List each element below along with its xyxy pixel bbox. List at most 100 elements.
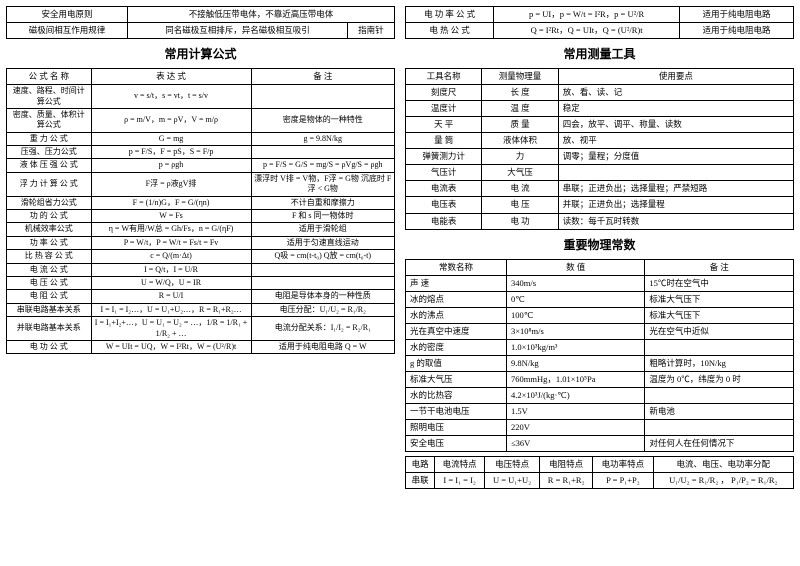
tools-table: 工具名称 测量物理量 使用要点 刻度尺长 度放、看、读、记温度计温 度稳定天 平…	[405, 68, 794, 229]
table-row: 压强、压力公式p = F/S，F = pS，S = F/p	[7, 146, 395, 159]
cell: 密度、质量、体积计算公式	[7, 108, 92, 132]
cell: 四会，放平、调平、称量、读数	[558, 117, 793, 133]
table-row: 气压计大气压	[406, 165, 794, 181]
col-header: 备 注	[645, 259, 794, 275]
table-row: 比 热 容 公 式c = Q/(m·Δt)Q吸 = cm(t-t₀) Q放 = …	[7, 250, 395, 263]
cell	[645, 339, 794, 355]
cell: 机械效率公式	[7, 223, 92, 236]
cell: 水的比热容	[406, 387, 507, 403]
cell	[251, 146, 394, 159]
cell: 功 率 公 式	[7, 236, 92, 249]
cell: U = U₁+U₂	[485, 473, 540, 489]
cell: 弹簧测力计	[406, 149, 482, 165]
cell: 电能表	[406, 213, 482, 229]
cell: Q吸 = cm(t-t₀) Q放 = cm(t₀-t)	[251, 250, 394, 263]
cell: 电压表	[406, 197, 482, 213]
cell: F = (1/n)G，F = G/(ηn)	[91, 196, 251, 209]
cell: 标准大气压	[406, 371, 507, 387]
cell: 冰的熔点	[406, 291, 507, 307]
cell: 同名磁极互相排斥，异名磁极相互吸引	[128, 23, 348, 39]
cell: 照明电压	[406, 420, 507, 436]
table-row: 光在真空中速度3×10⁸m/s光在空气中近似	[406, 323, 794, 339]
table-row: 水的密度1.0×10³kg/m³	[406, 339, 794, 355]
cell: 0℃	[506, 291, 644, 307]
cell: 质 量	[482, 117, 558, 133]
cell: W = Fs	[91, 210, 251, 223]
cell: 1.5V	[506, 403, 644, 419]
cell	[558, 165, 793, 181]
table-row: 照明电压220V	[406, 420, 794, 436]
cell: 并联电路基本关系	[7, 317, 92, 341]
col-header: 常数名称	[406, 259, 507, 275]
cell: 水的沸点	[406, 307, 507, 323]
cell: 密度是物体的一种特性	[251, 108, 394, 132]
cell: Q = I²Rt，Q = UIt，Q = (U²/R)t	[494, 23, 680, 39]
table-row: 重 力 公 式G = mgg = 9.8N/kg	[7, 132, 395, 145]
cell: 电 流	[482, 181, 558, 197]
cell: g 的取值	[406, 355, 507, 371]
cell: F浮 = ρ液gV排	[91, 172, 251, 196]
cell: 并联；正进负出；选择量程	[558, 197, 793, 213]
cell: 电 压 公 式	[7, 277, 92, 290]
cell: I = I₁ = I₂	[435, 473, 485, 489]
cell: 天 平	[406, 117, 482, 133]
cell: 读数：每千瓦时转数	[558, 213, 793, 229]
right-column: 电 功 率 公 式p = UI，p = W/t = I²R，p = U²/R适用…	[405, 6, 794, 560]
cell: G = mg	[91, 132, 251, 145]
cell	[251, 277, 394, 290]
cell: 液体体积	[482, 133, 558, 149]
cell: 电 阻 公 式	[7, 290, 92, 303]
cell: I = I₁+I₂+…，U = U₁ = U₂ = …，1/R = 1/R₁ +…	[91, 317, 251, 341]
cell: 水的密度	[406, 339, 507, 355]
table-row: 功 率 公 式P = W/t，P = W/t = Fs/t = Fv适用于匀速直…	[7, 236, 395, 249]
cell: 9.8N/kg	[506, 355, 644, 371]
cell: g = 9.8N/kg	[251, 132, 394, 145]
cell: 不计自重和摩擦力	[251, 196, 394, 209]
table-row: 弹簧测力计力调零；量程；分度值	[406, 149, 794, 165]
cell: 电 功 率 公 式	[406, 7, 494, 23]
table-row: 水的沸点100℃标准大气压下	[406, 307, 794, 323]
cell: 串联电路基本关系	[7, 303, 92, 316]
table-row: 标准大气压760mmHg，1.01×10⁵Pa温度为 0℃，纬度为 0 时	[406, 371, 794, 387]
cell: I = Q/t，I = U/R	[91, 263, 251, 276]
tools-heading: 常用测量工具	[405, 43, 794, 64]
cell: P = P₁+P₂	[593, 473, 653, 489]
col-header: 测量物理量	[482, 69, 558, 85]
col-header: 电功率特点	[593, 457, 653, 473]
formulas-table: 公 式 名 称 表 达 式 备 注 速度、路程、时间计算公式v = s/t，s …	[6, 68, 395, 354]
left-column: 安全用电原则不接触低压带电体，不靠近高压带电体 磁极间相互作用规律同名磁极互相排…	[6, 6, 395, 560]
cell: 压强、压力公式	[7, 146, 92, 159]
table-row: 温度计温 度稳定	[406, 101, 794, 117]
table-row: 电 流 公 式I = Q/t，I = U/R	[7, 263, 395, 276]
col-header: 表 达 式	[91, 69, 251, 85]
cell: 4.2×10³J/(kg·℃)	[506, 387, 644, 403]
cell: 760mmHg，1.01×10⁵Pa	[506, 371, 644, 387]
cell: U₁/U₂ = R₁/R₂ ， P₁/P₂ = R₁/R₂	[653, 473, 793, 489]
cell: 滑轮组省力公式	[7, 196, 92, 209]
cell: 电 热 公 式	[406, 23, 494, 39]
table-row: 电 压 公 式U = W/Q，U = IR	[7, 277, 395, 290]
table-row: 滑轮组省力公式F = (1/n)G，F = G/(ηn)不计自重和摩擦力	[7, 196, 395, 209]
cell: 适用于滑轮组	[251, 223, 394, 236]
cell: 电 流 公 式	[7, 263, 92, 276]
table-row: 刻度尺长 度放、看、读、记	[406, 85, 794, 101]
cell: 放、视平	[558, 133, 793, 149]
cell: 安全用电原则	[7, 7, 128, 23]
table-row: 密度、质量、体积计算公式ρ = m/V，m = ρV，V = m/ρ密度是物体的…	[7, 108, 395, 132]
cell: 漂浮时 V排 = V物，F浮 = G物 沉底时 F浮 < G物	[251, 172, 394, 196]
cell	[645, 420, 794, 436]
table-row: 天 平质 量四会，放平、调平、称量、读数	[406, 117, 794, 133]
cell: 大气压	[482, 165, 558, 181]
cell: 浮 力 计 算 公 式	[7, 172, 92, 196]
cell: 对任何人在任何情况下	[645, 436, 794, 452]
cell: 电流分配关系：I₁/I₂ = R₂/R₁	[251, 317, 394, 341]
cell: 速度、路程、时间计算公式	[7, 85, 92, 109]
col-header: 使用要点	[558, 69, 793, 85]
cell: 放、看、读、记	[558, 85, 793, 101]
cell: 串联；正进负出；选择量程；严禁短路	[558, 181, 793, 197]
cell: 稳定	[558, 101, 793, 117]
table-row: 水的比热容4.2×10³J/(kg·℃)	[406, 387, 794, 403]
table-row: g 的取值9.8N/kg粗略计算时，10N/kg	[406, 355, 794, 371]
table-row: 浮 力 计 算 公 式F浮 = ρ液gV排漂浮时 V排 = V物，F浮 = G物…	[7, 172, 395, 196]
cell: 340m/s	[506, 275, 644, 291]
